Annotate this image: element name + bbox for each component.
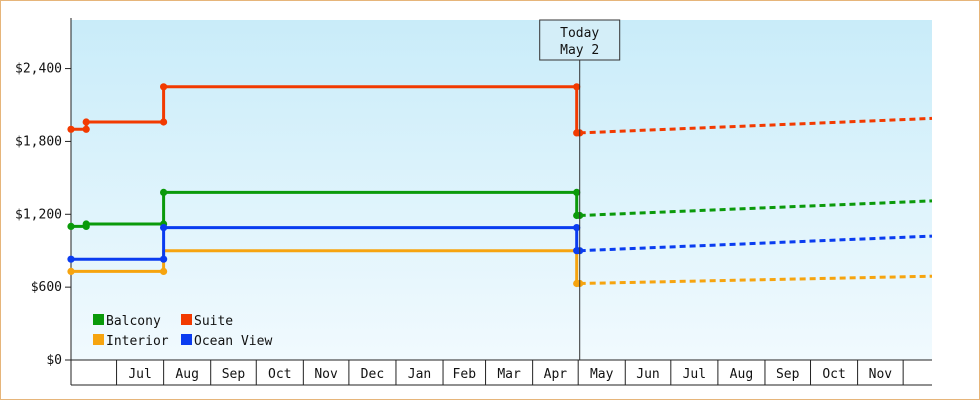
legend-swatch bbox=[181, 314, 192, 325]
y-tick-layer: $0 $600 $1,200 $1,800 $2,400 bbox=[15, 62, 71, 368]
legend-swatch bbox=[181, 334, 192, 345]
data-point-suite bbox=[573, 83, 581, 91]
x-tick-label: Oct bbox=[268, 367, 291, 382]
x-tick-label: Jan bbox=[408, 367, 431, 382]
today-label: Today bbox=[560, 26, 599, 41]
legend-label: Interior bbox=[106, 334, 169, 349]
forecast-line-balcony bbox=[579, 199, 933, 217]
data-point-balcony bbox=[82, 220, 90, 228]
x-tick-label: Jul bbox=[683, 367, 706, 382]
legend-label: Suite bbox=[194, 314, 233, 329]
x-tick-label: May bbox=[590, 367, 614, 382]
x-tick-label: Apr bbox=[544, 367, 568, 382]
legend-swatch bbox=[93, 314, 104, 325]
forecast-line-suite bbox=[579, 116, 933, 135]
data-point-interior bbox=[67, 267, 75, 275]
data-point-suite bbox=[160, 118, 168, 126]
today-marker: Today May 2 bbox=[539, 19, 621, 360]
y-tick-label: $600 bbox=[31, 280, 62, 295]
legend-label: Ocean View bbox=[194, 334, 272, 349]
data-point-ocean-view bbox=[67, 255, 75, 263]
data-point-ocean-view bbox=[160, 255, 168, 263]
data-point-balcony bbox=[160, 188, 168, 196]
y-tick-label: $2,400 bbox=[15, 62, 62, 77]
y-tick-label: $1,800 bbox=[15, 134, 62, 149]
x-tick-label: Jul bbox=[128, 367, 151, 382]
x-tick-label: Aug bbox=[175, 367, 198, 382]
axis-layer: Jul Aug Sep Oct Nov Dec Jan Feb Mar Apr May Jun Jul A… bbox=[70, 18, 932, 386]
x-tick-label: Feb bbox=[453, 367, 477, 382]
x-tick-label: Dec bbox=[361, 367, 384, 382]
data-point-suite bbox=[82, 125, 90, 133]
legend-swatch bbox=[93, 334, 104, 345]
x-tick-label: Sep bbox=[222, 367, 246, 382]
x-tick-label: Aug bbox=[730, 367, 753, 382]
data-point-ocean-view bbox=[160, 224, 168, 232]
data-point-balcony bbox=[573, 188, 581, 196]
data-point-ocean-view bbox=[573, 224, 581, 232]
data-point-interior bbox=[160, 267, 168, 275]
today-date: May 2 bbox=[560, 43, 599, 58]
plot-area bbox=[71, 20, 932, 360]
forecast-line-interior bbox=[579, 274, 933, 285]
y-tick-label: $0 bbox=[46, 353, 62, 368]
x-tick-label: Nov bbox=[869, 367, 893, 382]
x-tick-label: Mar bbox=[497, 367, 521, 382]
y-tick-label: $1,200 bbox=[15, 207, 62, 222]
data-point-suite bbox=[82, 118, 90, 126]
data-point-suite bbox=[160, 83, 168, 91]
legend-label: Balcony bbox=[106, 314, 161, 329]
data-point-balcony bbox=[67, 222, 75, 230]
data-point-suite bbox=[67, 125, 75, 133]
x-tick-label: Jun bbox=[636, 367, 659, 382]
today-box bbox=[539, 19, 621, 61]
x-tick-label: Sep bbox=[776, 367, 800, 382]
x-tick-label: Nov bbox=[314, 367, 338, 382]
forecast-line-ocean-view bbox=[579, 234, 933, 253]
x-tick-label: Oct bbox=[822, 367, 845, 382]
series-layer bbox=[67, 83, 933, 288]
legend: Balcony Suite Interior Ocean View bbox=[93, 314, 272, 349]
